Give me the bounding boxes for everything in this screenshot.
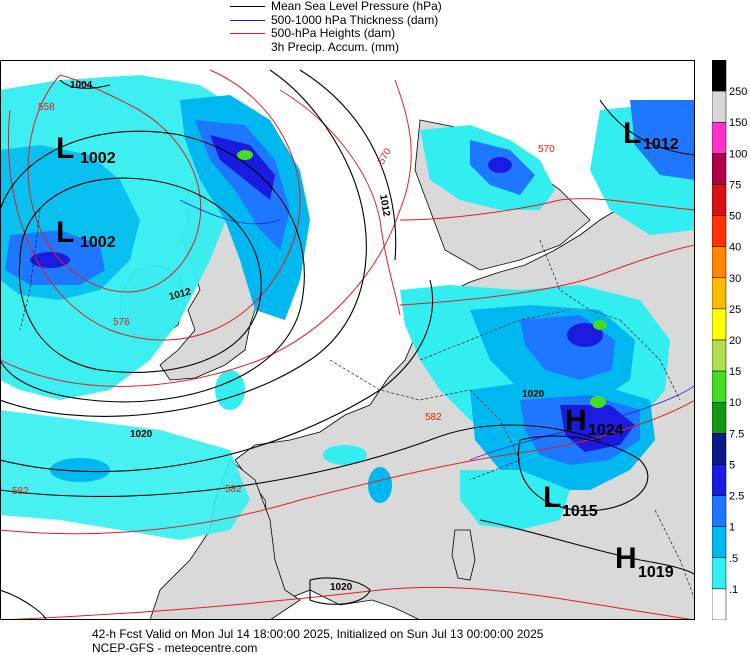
height-label: 558 (38, 102, 55, 113)
svg-text:L: L (543, 481, 561, 514)
height-label: 576 (113, 317, 130, 328)
svg-text:1015: 1015 (562, 503, 598, 520)
scale-swatch (712, 246, 727, 279)
svg-text:1019: 1019 (638, 564, 674, 581)
scale-swatch (712, 557, 727, 590)
isobar-label: 1020 (330, 582, 353, 593)
height-label: 570 (538, 144, 555, 155)
legend-heights: 500-hPa Heights (dam) (230, 26, 442, 41)
high-pressure-marker: H 1024 (565, 404, 624, 439)
low-pressure-marker: L 1015 (543, 481, 598, 520)
height-label: 582 (225, 484, 242, 495)
height-label: 582 (12, 486, 29, 497)
legend-precip: 3h Precip. Accum. (mm) (230, 39, 442, 55)
scale-swatch (712, 153, 727, 185)
svg-text:1012: 1012 (643, 136, 679, 153)
map-legend: Mean Sea Level Pressure (hPa) 500-1000 h… (230, 0, 442, 54)
svg-text:L: L (623, 117, 641, 150)
scale-label: 25 (729, 304, 741, 316)
precipitation-field (0, 75, 695, 540)
legend-precip-label: 3h Precip. Accum. (mm) (271, 39, 400, 54)
scale-label: 1 (729, 522, 735, 534)
low-pressure-marker: L 1012 (623, 117, 679, 153)
svg-text:H: H (565, 404, 587, 437)
svg-text:1024: 1024 (588, 422, 624, 439)
height-label: 582 (425, 412, 442, 423)
scale-label: 75 (729, 179, 741, 191)
mslp-isobars (0, 69, 695, 620)
scale-swatch (712, 308, 727, 341)
precip-color-scale: 250 150 100 75 50 40 30 25 20 15 10 7.5 5 2.5 1 .5 .1 (712, 60, 747, 620)
legend-heights-label: 500-hPa Heights (dam) (271, 26, 396, 40)
scale-label: 150 (729, 117, 747, 129)
scale-label: 30 (729, 273, 741, 285)
thickness-contours (179, 199, 695, 461)
scale-label: 2.5 (729, 491, 744, 503)
scale-swatch (712, 121, 727, 154)
sardinia-landmass (451, 529, 476, 581)
svg-text:1002: 1002 (80, 234, 116, 251)
mslp-line-swatch (230, 6, 265, 8)
svg-text:L: L (56, 132, 74, 165)
svg-text:1002: 1002 (80, 150, 116, 167)
legend-mslp: Mean Sea Level Pressure (hPa) (230, 0, 442, 14)
scale-label: 15 (729, 366, 741, 378)
heights-contours (0, 69, 695, 620)
country-borders (19, 209, 695, 601)
scale-swatch (712, 339, 727, 372)
high-pressure-marker: H 1019 (615, 542, 674, 581)
scale-swatch (712, 184, 727, 216)
weather-map: 1004 1012 1012 1020 1020 1020 558 570 57… (0, 60, 695, 620)
scale-label: 5 (729, 459, 735, 471)
svg-text:L: L (56, 216, 74, 249)
scale-swatch (712, 588, 727, 620)
map-frame (0, 60, 695, 620)
scale-swatch (712, 433, 727, 465)
legend-mslp-label: Mean Sea Level Pressure (hPa) (271, 0, 442, 13)
heights-line-swatch (230, 33, 265, 35)
scale-label: .1 (729, 584, 738, 596)
map-footer: 42-h Fcst Valid on Mon Jul 14 18:00:00 2… (92, 627, 543, 655)
scale-swatch (712, 495, 727, 527)
scale-label: .5 (729, 553, 738, 565)
isobar-label: 1004 (70, 80, 93, 91)
scale-swatch (712, 215, 727, 247)
scale-swatch (712, 60, 727, 92)
forecast-valid-text: 42-h Fcst Valid on Mon Jul 14 18:00:00 2… (92, 627, 544, 641)
scale-label: 20 (729, 335, 741, 347)
scale-label: 100 (729, 148, 747, 160)
scale-label: 250 (729, 86, 747, 98)
low-pressure-marker: L 1002 (56, 216, 116, 251)
pressure-systems: L 1002 L 1002 L 1012 H 1024 L 1015 H 101… (56, 117, 679, 581)
scale-label: 50 (729, 211, 741, 223)
scale-swatch (712, 277, 727, 310)
scale-swatch (712, 370, 727, 403)
scale-label: 40 (729, 242, 741, 254)
thickness-line-swatch (230, 19, 265, 21)
source-credit: NCEP-GFS - meteocentre.com (92, 641, 258, 655)
svg-text:H: H (615, 542, 637, 575)
scale-swatch (712, 526, 727, 559)
scale-label: 7.5 (729, 428, 744, 440)
isobar-label: 1012 (377, 194, 392, 218)
isobar-label: 1020 (130, 429, 153, 440)
legend-thickness: 500-1000 hPa Thickness (dam) (230, 12, 442, 28)
scale-swatch (712, 90, 727, 123)
scale-swatch (712, 401, 727, 434)
isobar-label: 1020 (522, 389, 545, 400)
scale-swatch (712, 464, 727, 496)
low-pressure-marker: L 1002 (56, 132, 116, 167)
legend-thickness-label: 500-1000 hPa Thickness (dam) (271, 12, 439, 27)
scale-label: 10 (729, 397, 741, 409)
